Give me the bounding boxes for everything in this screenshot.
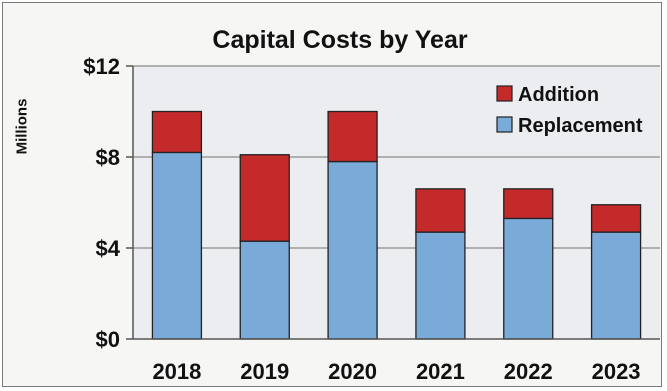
- bar-replacement-2023: [590, 231, 642, 340]
- y-tick-label: $12: [83, 54, 120, 79]
- legend-swatch-addition: [496, 85, 513, 102]
- legend-label-addition: Addition: [518, 84, 599, 106]
- x-tick-label: 2023: [592, 359, 641, 384]
- bar-replacement-2018: [151, 151, 203, 340]
- legend: Addition Replacement: [496, 84, 643, 137]
- bars: [151, 110, 642, 340]
- bar-replacement-2019: [239, 240, 290, 340]
- x-ticks: 2018 2019 2020 2021 2022 2023: [133, 338, 660, 384]
- bar-addition-2019: [239, 154, 290, 242]
- bar-addition-2022: [503, 188, 554, 220]
- chart-title: Capital Costs by Year: [212, 26, 468, 54]
- y-ticks: $0 $4 $8 $12: [83, 54, 133, 352]
- y-tick-label: $8: [96, 145, 120, 170]
- bar-addition-2020: [327, 110, 378, 163]
- legend-label-replacement: Replacement: [518, 115, 643, 137]
- y-tick-label: $0: [96, 327, 120, 352]
- y-tick-label: $4: [96, 236, 121, 261]
- x-tick-label: 2019: [240, 359, 289, 384]
- x-tick-label: 2021: [416, 359, 465, 384]
- bar-replacement-2020: [327, 160, 378, 340]
- plot-area: [133, 66, 660, 339]
- bar-addition-2023: [590, 204, 642, 233]
- bar-addition-2018: [151, 110, 203, 154]
- bar-replacement-2022: [503, 217, 554, 340]
- bar-addition-2021: [415, 188, 466, 233]
- x-tick-label: 2022: [504, 359, 553, 384]
- gridlines: [133, 65, 660, 249]
- legend-swatch-replacement: [496, 116, 513, 133]
- x-tick-label: 2018: [152, 359, 201, 384]
- x-tick-label: 2020: [328, 359, 377, 384]
- bar-replacement-2021: [415, 231, 466, 340]
